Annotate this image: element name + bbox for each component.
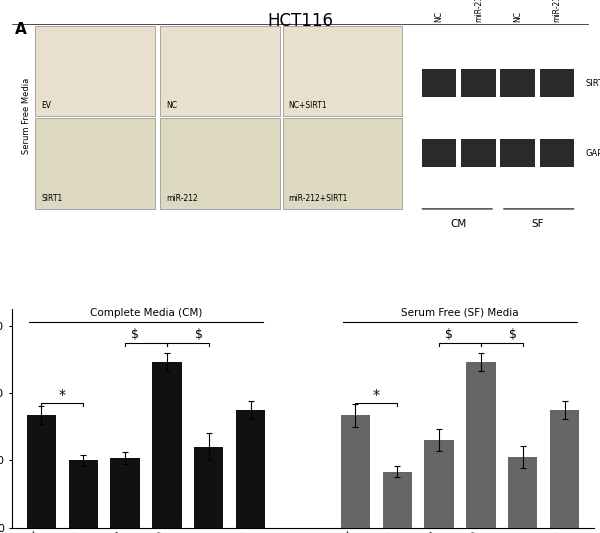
Bar [236, 410, 265, 528]
Text: NC+SIRT1: NC+SIRT1 [289, 101, 327, 110]
Text: EV: EV [41, 101, 51, 110]
Text: $: $ [445, 328, 454, 342]
Text: Serum Free Media: Serum Free Media [22, 77, 31, 154]
FancyBboxPatch shape [160, 118, 280, 209]
Text: *: * [373, 388, 380, 402]
Bar [466, 361, 496, 528]
Text: miR-212: miR-212 [553, 0, 562, 22]
Bar [26, 415, 56, 528]
Bar [424, 440, 454, 528]
Text: $: $ [509, 328, 517, 342]
FancyBboxPatch shape [500, 140, 535, 167]
Bar [194, 447, 223, 528]
Text: Serum Free (SF) Media: Serum Free (SF) Media [401, 308, 519, 318]
Text: *: * [59, 388, 66, 402]
Bar [152, 361, 182, 528]
FancyBboxPatch shape [461, 140, 496, 167]
Bar [110, 458, 140, 528]
Text: HCT116: HCT116 [267, 12, 333, 30]
FancyBboxPatch shape [283, 118, 402, 209]
Bar [550, 410, 580, 528]
Text: $: $ [131, 328, 139, 342]
FancyBboxPatch shape [500, 69, 535, 98]
FancyBboxPatch shape [461, 69, 496, 98]
Text: CM: CM [451, 219, 467, 229]
Bar [383, 472, 412, 528]
Text: A: A [15, 22, 26, 37]
FancyBboxPatch shape [422, 69, 457, 98]
FancyBboxPatch shape [283, 26, 402, 116]
FancyBboxPatch shape [35, 118, 155, 209]
FancyBboxPatch shape [160, 26, 280, 116]
FancyBboxPatch shape [539, 140, 574, 167]
FancyBboxPatch shape [539, 69, 574, 98]
Text: miR-212: miR-212 [166, 194, 198, 203]
Text: GAPDH: GAPDH [585, 149, 600, 158]
Text: NC: NC [434, 11, 443, 22]
Text: NC: NC [166, 101, 177, 110]
Text: miR-212: miR-212 [474, 0, 483, 22]
Text: $: $ [194, 328, 203, 342]
Bar [508, 457, 538, 528]
Text: SF: SF [531, 219, 544, 229]
Text: NC: NC [513, 11, 522, 22]
Bar [68, 461, 98, 528]
Bar [341, 415, 370, 528]
FancyBboxPatch shape [422, 140, 457, 167]
Text: SIRT1: SIRT1 [585, 79, 600, 88]
Text: SIRT1: SIRT1 [41, 194, 62, 203]
Text: Complete Media (CM): Complete Media (CM) [90, 308, 202, 318]
Text: miR-212+SIRT1: miR-212+SIRT1 [289, 194, 348, 203]
FancyBboxPatch shape [35, 26, 155, 116]
